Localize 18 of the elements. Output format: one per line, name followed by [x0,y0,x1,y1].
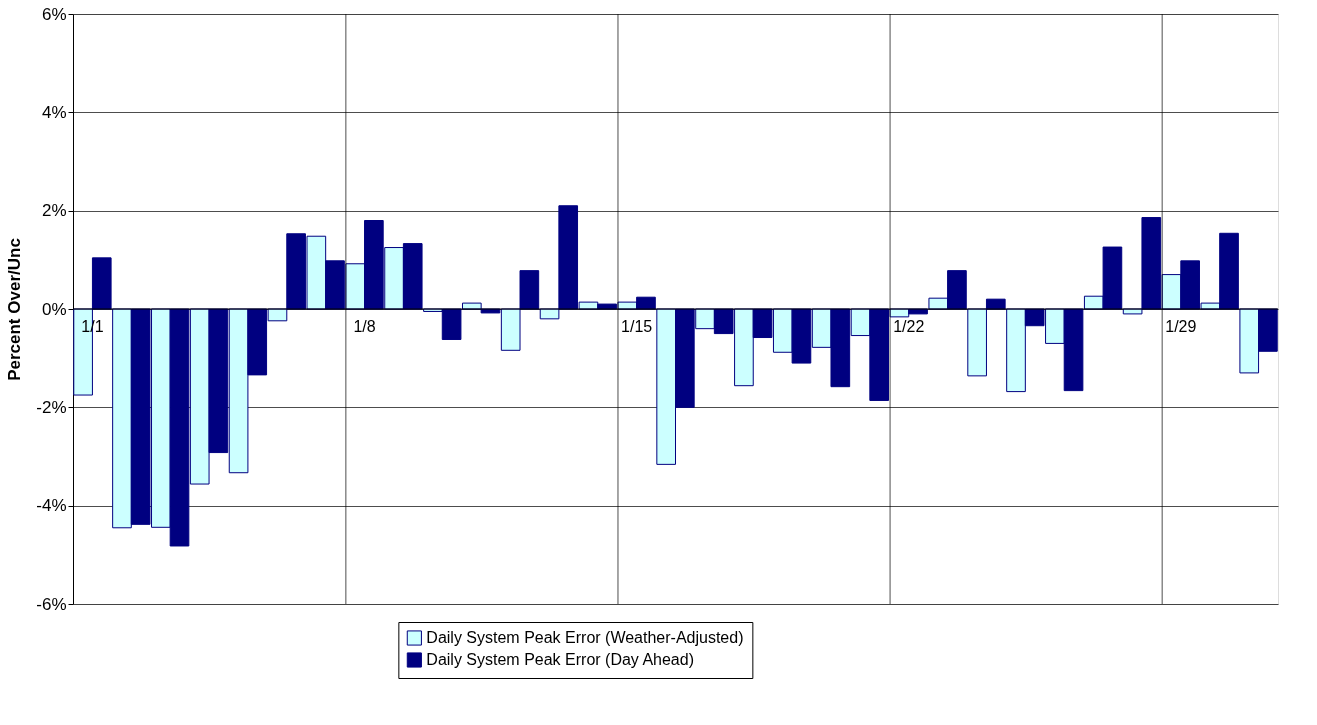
y-tick-label: 6% [41,4,67,24]
x-tick-label: 1/8 [353,318,376,335]
bar [519,270,540,310]
y-axis-title: Percent Over/Unc [5,238,25,381]
x-tick-label: 1/29 [1165,318,1197,335]
y-tick-label: 4% [41,102,67,122]
bar [967,308,987,377]
x-tick-label: 1/22 [893,318,925,335]
y-tick-label: -6% [36,594,67,614]
bar [91,257,112,310]
x-tick-label: 1/15 [621,318,653,335]
legend-label: Daily System Peak Error (Weather-Adjusted) [426,629,744,646]
y-tick-label: 2% [41,201,67,221]
y-tick-label: -2% [36,397,67,417]
legend-label: Daily System Peak Error (Day Ahead) [426,651,695,668]
y-tick-label: 0% [41,299,67,319]
y-tick-label: -4% [36,496,67,516]
bar [1141,217,1162,310]
